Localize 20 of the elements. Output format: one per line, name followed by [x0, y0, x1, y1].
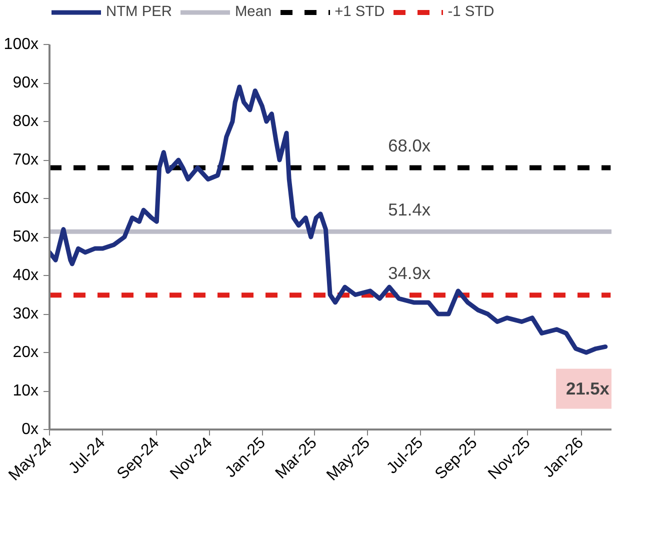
legend-label: +1 STD [334, 4, 385, 20]
legend-label: NTM PER [106, 4, 172, 20]
y-tick-label: 10x [12, 382, 38, 400]
y-tick-label: 50x [12, 228, 38, 246]
line-series [50, 84, 608, 355]
legend-label: -1 STD [448, 4, 494, 20]
y-tick-label: 30x [12, 306, 38, 322]
y-tick-label: 80x [12, 113, 38, 130]
legend-label: Mean [234, 4, 272, 20]
annotation: 51.4x [388, 200, 431, 220]
annotation: 68.0x [388, 136, 431, 156]
annotation: 34.9x [388, 263, 431, 284]
y-tick-label: 20x [12, 344, 38, 361]
y-tick-label: 100x [4, 36, 39, 53]
y-tick-label: 70x [12, 152, 38, 168]
y-tick-label: 90x [12, 74, 38, 92]
y-tick-label: 0x [22, 421, 39, 438]
y-tick-label: 60x [12, 190, 38, 207]
annotation: 21.5x [566, 378, 610, 399]
y-tick-label: 40x [12, 267, 38, 284]
